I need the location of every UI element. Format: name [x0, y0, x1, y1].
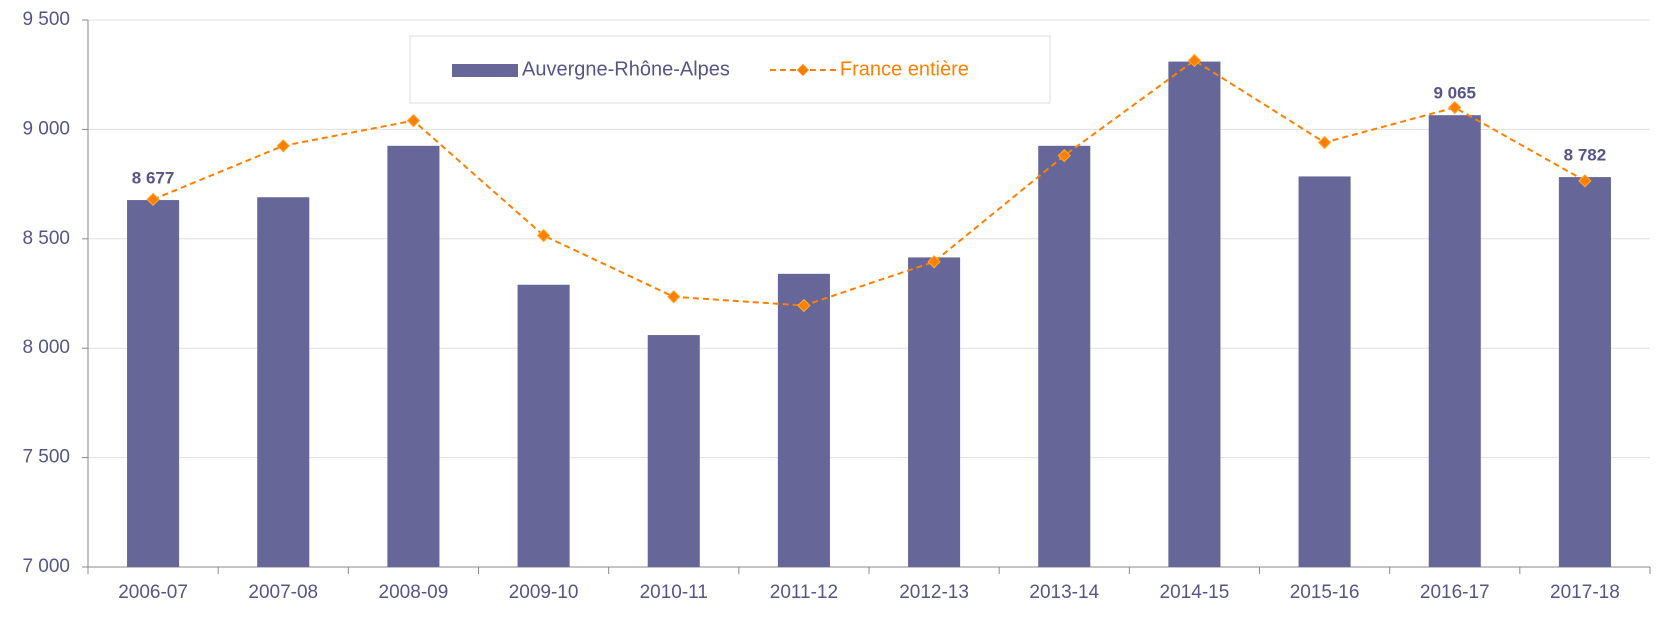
- marker: [927, 255, 941, 269]
- bar: [127, 200, 180, 568]
- legend-label: France entière: [840, 58, 969, 80]
- data-label: 9 065: [1433, 84, 1476, 103]
- marker: [667, 290, 681, 304]
- y-tick-label: 8 500: [22, 228, 70, 249]
- bar: [647, 335, 700, 567]
- legend-label: Auvergne-Rhône-Alpes: [522, 58, 730, 80]
- marker: [1187, 53, 1202, 68]
- bar: [257, 197, 310, 567]
- line: [152, 59, 1586, 307]
- bar: [1038, 145, 1091, 567]
- bar: [1428, 115, 1481, 567]
- x-tick-label: 2015-16: [1290, 582, 1360, 603]
- x-tick-label: 2011-12: [770, 582, 838, 603]
- y-tick-label: 9 000: [22, 118, 70, 139]
- y-tick-label: 7 000: [22, 556, 70, 577]
- x-tick-label: 2017-18: [1550, 582, 1620, 603]
- marker: [1578, 174, 1592, 188]
- legend-item: Auvergne-Rhône-Alpes: [452, 58, 730, 80]
- x-tick-label: 2009-10: [509, 582, 579, 603]
- x-tick-label: 2008-09: [379, 582, 449, 603]
- x-tick-label: 2016-17: [1420, 582, 1490, 603]
- marker: [797, 298, 811, 313]
- bar: [1168, 61, 1221, 568]
- marker: [146, 192, 160, 207]
- x-tick-label: 2006-07: [118, 582, 188, 603]
- bar: [517, 284, 570, 567]
- bar: [908, 257, 961, 567]
- marker: [1317, 135, 1332, 150]
- x-tick-label: 2013-14: [1029, 582, 1099, 603]
- bar: [1298, 176, 1351, 567]
- y-tick-label: 7 500: [22, 447, 70, 468]
- bar: [1558, 177, 1611, 568]
- y-tick-label: 8 000: [22, 337, 70, 358]
- legend-item: France entière: [769, 58, 969, 80]
- bar: [387, 145, 440, 567]
- marker: [276, 139, 290, 153]
- marker: [1057, 148, 1071, 163]
- marker: [1448, 100, 1462, 115]
- x-tick-label: 2012-13: [899, 582, 969, 603]
- x-tick-label: 2007-08: [248, 582, 318, 603]
- legend-swatch: [452, 64, 518, 77]
- x-tick-label: 2010-11: [640, 582, 708, 603]
- legend-marker: [796, 64, 809, 76]
- legend: Auvergne-Rhône-Alpes France entière: [409, 35, 1051, 104]
- data-label: 8 782: [1564, 146, 1607, 165]
- marker: [406, 113, 421, 128]
- x-tick-label: 2014-15: [1160, 582, 1230, 603]
- marker: [536, 228, 551, 243]
- data-label: 8 677: [132, 169, 175, 188]
- bar: [777, 273, 830, 567]
- y-tick-label: 9 500: [22, 9, 70, 30]
